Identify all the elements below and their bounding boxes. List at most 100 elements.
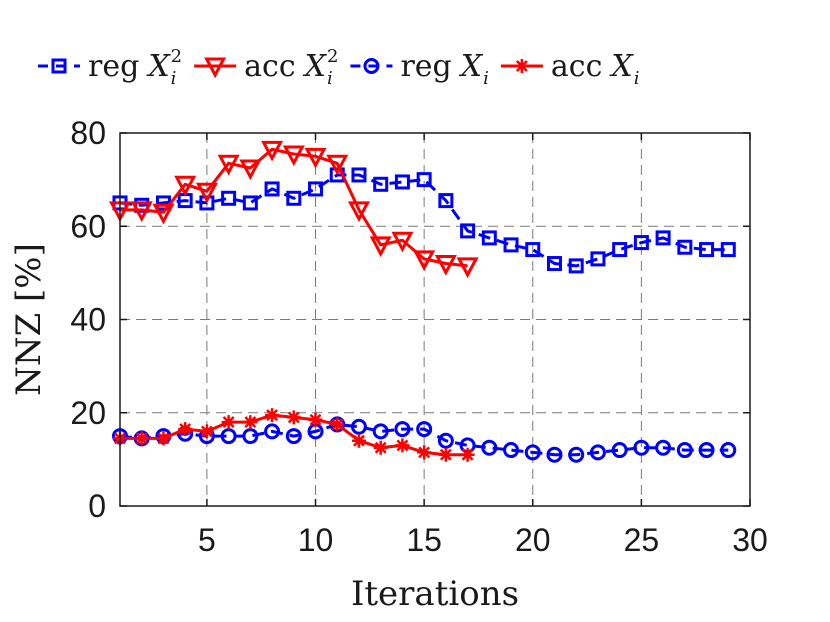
data-point: [372, 423, 389, 440]
data-point: [720, 442, 737, 459]
series-line: [120, 147, 468, 268]
x-tick-label: 30: [732, 522, 768, 558]
data-point: [373, 440, 388, 455]
data-point: [699, 242, 715, 258]
data-point: [568, 258, 584, 274]
legend-superscript: 2: [171, 46, 182, 67]
data-point: [286, 410, 301, 425]
x-tick-label: 15: [406, 522, 442, 558]
data-point: [304, 147, 327, 169]
data-point: [417, 445, 432, 460]
data-point: [220, 428, 237, 445]
legend-subscript: i: [171, 68, 177, 89]
legend-subscript: i: [327, 68, 333, 89]
data-point: [221, 190, 237, 206]
data-point: [308, 181, 324, 197]
legend-item: acc X 2i: [194, 46, 338, 89]
data-point: [285, 428, 302, 445]
legend-marker: [51, 58, 67, 74]
data-point: [633, 235, 649, 251]
data-point: [677, 239, 693, 255]
data-point: [655, 230, 671, 246]
data-point: [265, 408, 280, 423]
data-point: [395, 438, 410, 453]
data-point: [394, 421, 411, 438]
series-asterisk: [113, 408, 475, 462]
data-point: [460, 447, 475, 462]
data-point: [456, 257, 479, 279]
data-point: [286, 190, 302, 206]
data-point: [282, 145, 305, 167]
data-point: [199, 195, 215, 211]
data-point: [438, 447, 453, 462]
data-point: [438, 193, 454, 209]
data-point: [134, 431, 149, 446]
data-point: [611, 442, 628, 459]
data-point: [156, 431, 171, 446]
legend-label: acc: [551, 49, 603, 84]
x-tick-label: 25: [624, 522, 660, 558]
y-axis-ticks: 0 20 40 60 80: [70, 115, 750, 524]
data-point: [460, 223, 476, 239]
data-point: [416, 172, 432, 188]
x-tick-label: 20: [515, 522, 551, 558]
x-tick-label: 10: [298, 522, 334, 558]
data-point: [546, 446, 563, 463]
legend-variable: X: [303, 49, 328, 84]
data-point: [590, 251, 606, 267]
y-tick-label: 20: [70, 395, 106, 431]
data-point: [195, 182, 218, 204]
data-point: [503, 442, 520, 459]
y-tick-label: 60: [70, 208, 106, 244]
data-point: [391, 231, 414, 253]
legend-variable: X: [459, 49, 484, 84]
data-point: [178, 422, 193, 437]
data-point: [633, 439, 650, 456]
data-point: [174, 175, 197, 197]
data-point: [261, 140, 284, 162]
data-point: [416, 421, 433, 438]
data-point: [221, 415, 236, 430]
x-axis-ticks: 5 10 15 20 25 30: [198, 133, 768, 558]
data-point: [308, 412, 323, 427]
legend-marker: [514, 59, 529, 73]
legend-superscript: 2: [327, 46, 338, 67]
data-point: [655, 439, 672, 456]
legend-variable: X: [609, 49, 634, 84]
series-layer: [109, 140, 737, 463]
legend-label: reg: [88, 49, 139, 84]
data-point: [347, 201, 370, 223]
legend-marker: [363, 58, 380, 74]
data-point: [351, 433, 366, 448]
data-point: [369, 236, 392, 258]
legend-variable: X: [146, 49, 171, 84]
legend-label: reg: [400, 49, 451, 84]
y-tick-label: 0: [88, 488, 106, 524]
y-tick-label: 40: [70, 302, 106, 338]
data-point: [524, 444, 541, 461]
data-point: [130, 201, 153, 223]
data-point: [481, 439, 498, 456]
legend-subscript: i: [483, 68, 489, 89]
data-point: [568, 446, 585, 463]
data-point: [437, 432, 454, 449]
data-point: [546, 256, 562, 272]
y-axis-title: NNZ [%]: [9, 243, 49, 396]
data-point: [589, 444, 606, 461]
data-point: [330, 417, 345, 432]
legend-label: acc: [244, 49, 296, 84]
data-point: [351, 167, 367, 183]
data-point: [152, 203, 175, 225]
data-point: [264, 181, 280, 197]
data-point: [242, 428, 259, 445]
data-point: [264, 423, 281, 440]
data-point: [242, 195, 258, 211]
data-point: [350, 418, 367, 435]
data-point: [720, 242, 736, 258]
data-point: [481, 230, 497, 246]
data-point: [243, 415, 258, 430]
data-point: [434, 255, 457, 276]
